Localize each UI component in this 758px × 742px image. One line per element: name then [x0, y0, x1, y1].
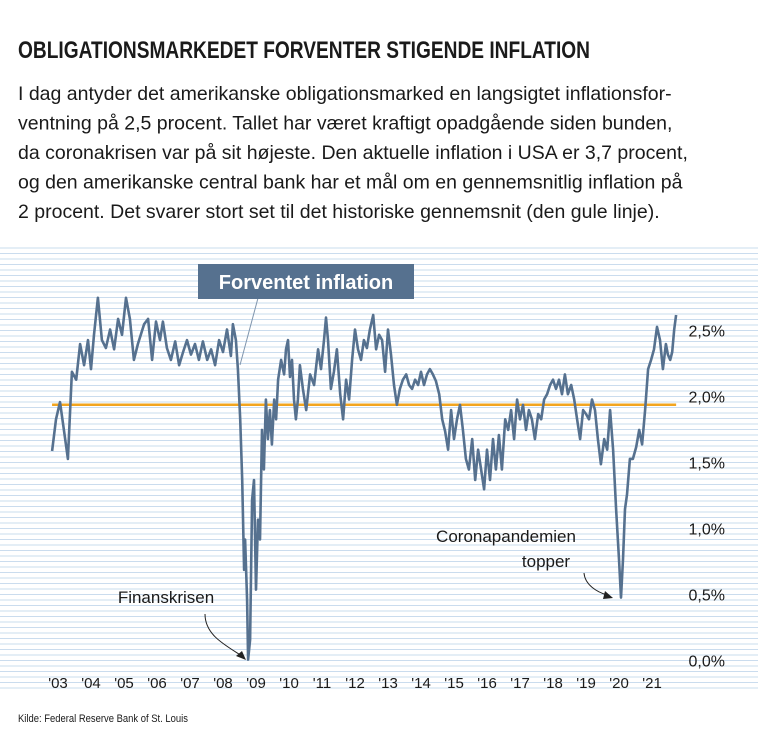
x-tick-label: '12 — [345, 675, 365, 692]
annotation: Finanskrisen — [118, 588, 214, 607]
subtitle-line: og den amerikanske central bank har et m… — [18, 172, 683, 194]
x-tick-label: '03 — [48, 675, 68, 692]
x-tick-label: '07 — [180, 675, 200, 692]
x-tick-label: '06 — [147, 675, 167, 692]
subtitle-line: da coronakrisen var på sit højeste. Den … — [18, 142, 688, 164]
background-stripes — [0, 243, 758, 693]
x-tick-label: '05 — [114, 675, 134, 692]
subtitle-line: I dag antyder det amerikanske obligation… — [18, 83, 672, 105]
x-tick-label: '17 — [510, 675, 530, 692]
subtitle-line: ventning på 2,5 procent. Tallet har være… — [18, 113, 672, 135]
annotation: topper — [522, 552, 571, 571]
x-tick-label: '19 — [576, 675, 596, 692]
y-tick-label: 0,5% — [689, 588, 725, 605]
x-tick-label: '11 — [313, 675, 331, 692]
y-tick-label: 1,5% — [689, 456, 725, 473]
annotation-arrow — [204, 613, 243, 657]
arrow-head — [603, 591, 613, 599]
x-tick-label: '10 — [279, 675, 299, 692]
x-tick-label: '20 — [609, 675, 629, 692]
source: Kilde: Federal Reserve Bank of St. Louis — [18, 713, 188, 725]
y-tick-label: 2,5% — [689, 324, 725, 341]
y-tick-label: 1,0% — [689, 522, 725, 539]
callout-box — [198, 264, 414, 299]
arrow-head — [236, 651, 246, 660]
x-tick-label: '16 — [477, 675, 497, 692]
callout-pointer — [239, 297, 259, 366]
x-tick-label: '09 — [246, 675, 266, 692]
chart-title: OBLIGATIONSMARKEDET FORVENTER STIGENDE I… — [18, 37, 590, 64]
x-tick-label: '14 — [411, 675, 431, 692]
series-line — [50, 296, 678, 661]
x-tick-label: '21 — [642, 675, 662, 692]
x-tick-label: '04 — [81, 675, 101, 692]
x-tick-label: '08 — [213, 675, 233, 692]
x-tick-label: '18 — [543, 675, 563, 692]
y-tick-label: 0,0% — [689, 654, 725, 671]
legend-label: Forventet inflation — [219, 272, 393, 294]
x-tick-label: '15 — [444, 675, 464, 692]
x-tick-label: '13 — [378, 675, 398, 692]
annotation: Coronapandemien — [436, 527, 576, 546]
subtitle-line: 2 procent. Det svarer stort set til det … — [18, 201, 660, 223]
y-tick-label: 2,0% — [689, 390, 725, 407]
